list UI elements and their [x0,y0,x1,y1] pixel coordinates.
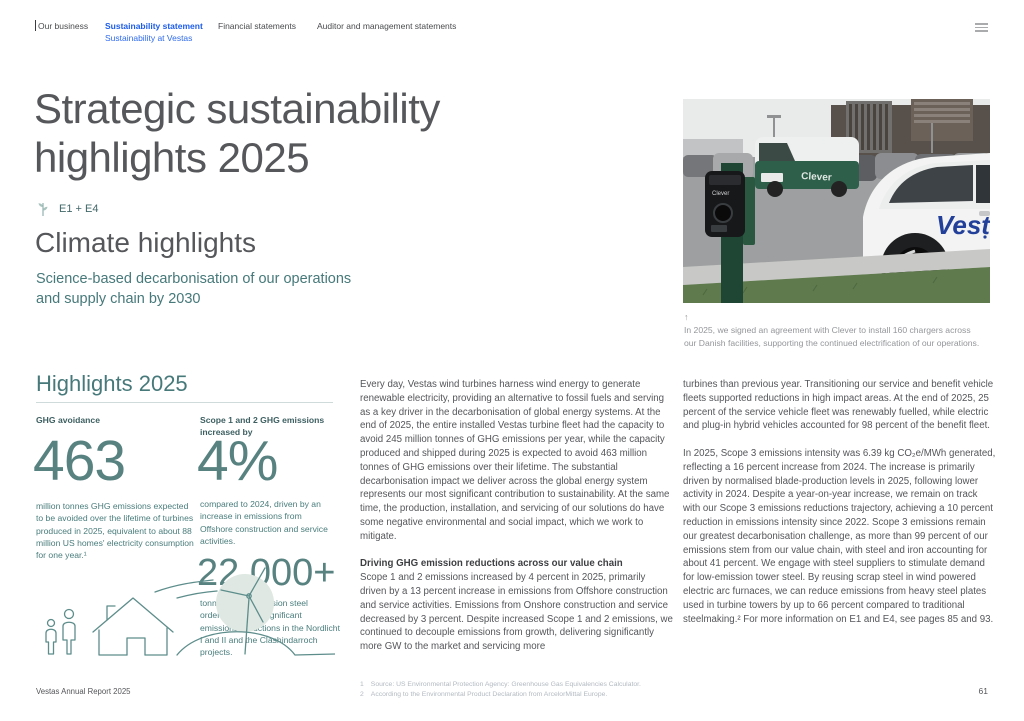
footnote-2: 2 According to the Environmental Product… [360,690,641,700]
clever-van: Clever [755,137,859,197]
house-turbine-illustration [45,567,335,656]
ev-charger: Clever [705,163,755,303]
article-subheading: Driving GHG emission reductions across o… [360,558,623,570]
ev-charging-photo-graphic: Clever Vestas [683,99,990,303]
esrs-tag: E1 + E4 [36,201,98,217]
hamburger-menu-icon[interactable] [975,23,988,32]
paragraph: Every day, Vestas wind turbines harness … [360,379,670,542]
nav-label: Auditor and management statements [317,21,457,31]
divider-line [36,402,333,403]
nav-label: Financial statements [218,21,296,31]
nav-label: Sustainability statement [105,21,203,31]
section-subtitle: Science-based decarbonisation of our ope… [36,271,352,307]
footnote-number: 1 [360,681,364,688]
top-navigation: Our business Sustainability statement Su… [35,20,988,51]
stat-desc-ghg-avoidance: million tonnes GHG emissions expected to… [36,501,194,561]
report-name: Vestas Annual Report 2025 [36,687,131,696]
nav-item-our-business[interactable]: Our business [35,20,89,31]
page-title: Strategic sustainability highlights 2025 [34,84,440,182]
sprig-leaf-icon [38,203,48,216]
nav-item-auditor-management[interactable]: Auditor and management statements [317,21,456,31]
paragraph: turbines than previous year. Transitioni… [683,379,994,432]
caption-arrow-icon: ↑ [684,312,689,322]
footnote-1: 1 Source: US Environmental Protection Ag… [360,680,641,690]
photo-caption: In 2025, we signed an agreement with Cle… [684,325,980,348]
page-title-line1: Strategic sustainability [34,85,440,132]
footnote-text: Source: US Environmental Protection Agen… [370,681,641,688]
article-column-2: turbines than previous year. Transitioni… [683,378,996,640]
footnote-number: 2 [360,690,364,698]
svg-text:Clever: Clever [712,191,729,197]
paragraph: Scope 1 and 2 emissions increased by 4 p… [360,572,673,653]
text-cursor [35,20,36,31]
footnotes: 1 Source: US Environmental Protection Ag… [360,680,641,699]
stat-value-463: 463 [33,429,126,493]
highlights-heading: Highlights 2025 [36,371,188,396]
svg-text:Clever: Clever [801,171,832,184]
page-number: 61 [978,686,988,696]
esrs-tag-label: E1 + E4 [59,203,99,215]
ev-charging-photo: Clever Vestas [683,99,990,303]
stat-label-ghg-avoidance: GHG avoidance [36,415,100,425]
paragraph: In 2025, Scope 3 emissions intensity was… [683,447,996,625]
stat-desc-scope12: compared to 2024, driven by an increase … [200,499,328,546]
nav-label: Our business [38,21,89,31]
nav-item-financial-statements[interactable]: Financial statements [218,21,296,31]
footnote-text: According to the Environmental Product D… [370,690,608,698]
stat-label-scope12: Scope 1 and 2 GHG emissions increased by [200,415,325,437]
section-heading: Climate highlights [35,227,256,258]
page-title-line2: highlights 2025 [34,134,310,181]
article-column-1: Every day, Vestas wind turbines harness … [360,378,674,668]
stat-value-4pct: 4% [197,429,278,493]
nav-item-sustainability-statement[interactable]: Sustainability statement Sustainability … [105,21,203,43]
nav-subitem-sustainability-at-vestas[interactable]: Sustainability at Vestas [105,33,193,43]
